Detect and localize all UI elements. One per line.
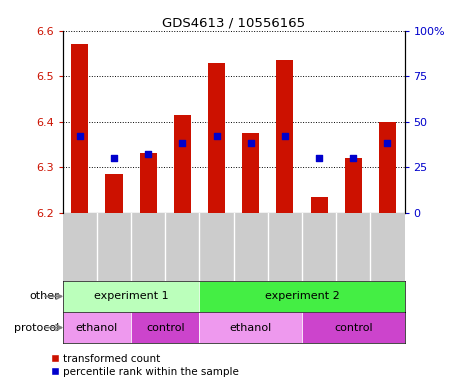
Point (110, 155, 118, 161)
Bar (345, 158, 362, 212)
Bar (242, 133, 259, 212)
Bar (71, 45, 88, 212)
Title: GDS4613 / 10556165: GDS4613 / 10556165 (162, 17, 305, 30)
Point (384, 141, 391, 147)
Bar (140, 154, 157, 212)
Point (213, 133, 220, 139)
Point (145, 151, 152, 157)
Bar (63, 281, 199, 312)
Bar (199, 312, 302, 343)
Legend: transformed count, percentile rank within the sample: transformed count, percentile rank withi… (52, 354, 239, 377)
Text: ethanol: ethanol (230, 323, 272, 333)
Bar (208, 63, 225, 212)
Bar (379, 122, 396, 212)
Text: protocol: protocol (14, 323, 60, 333)
Text: other: other (30, 291, 60, 301)
Text: experiment 1: experiment 1 (94, 291, 168, 301)
Bar (174, 115, 191, 212)
Bar (106, 174, 123, 212)
Bar (302, 312, 405, 343)
Bar (311, 197, 328, 212)
Text: ethanol: ethanol (76, 323, 118, 333)
Point (350, 155, 357, 161)
Text: control: control (146, 323, 185, 333)
Text: experiment 2: experiment 2 (265, 291, 339, 301)
Bar (276, 60, 293, 212)
Bar (63, 312, 131, 343)
Point (76, 133, 84, 139)
Text: control: control (334, 323, 372, 333)
Point (179, 141, 186, 147)
Point (281, 133, 289, 139)
Point (315, 155, 323, 161)
Bar (131, 312, 199, 343)
Bar (199, 281, 405, 312)
Point (247, 141, 254, 147)
